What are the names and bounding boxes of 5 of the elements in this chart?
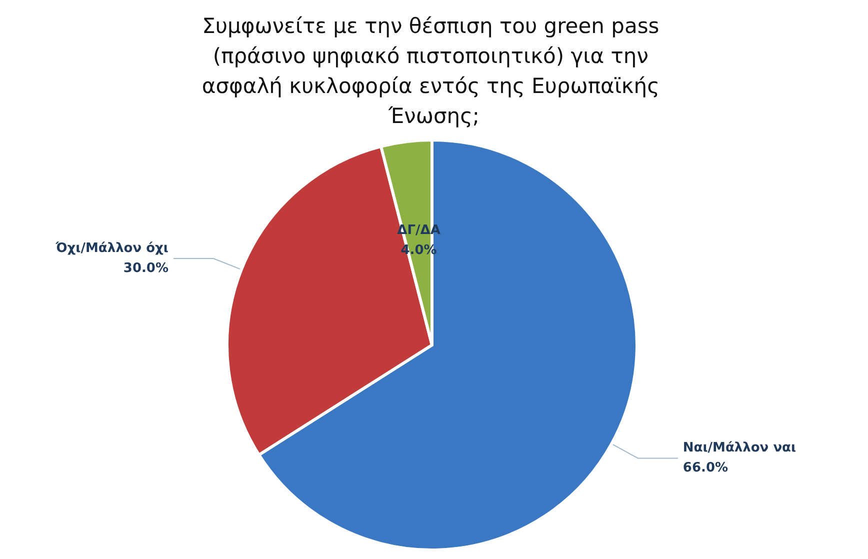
chart-title: Συμφωνείτε με την θέσπιση του green pass (πράσινο ψηφιακό πιστοποιητικό) για την ασφαλή κυκλοφορία εντός της Ευρωπαϊκής Ένωσης;	[202, 14, 666, 128]
data-label: 66.0%	[682, 460, 728, 476]
data-label: 30.0%	[123, 260, 169, 276]
slice-label: Ναι/Μάλλον ναι	[682, 440, 796, 456]
slice-label: Όχι/Μάλλον όχι	[54, 240, 169, 256]
